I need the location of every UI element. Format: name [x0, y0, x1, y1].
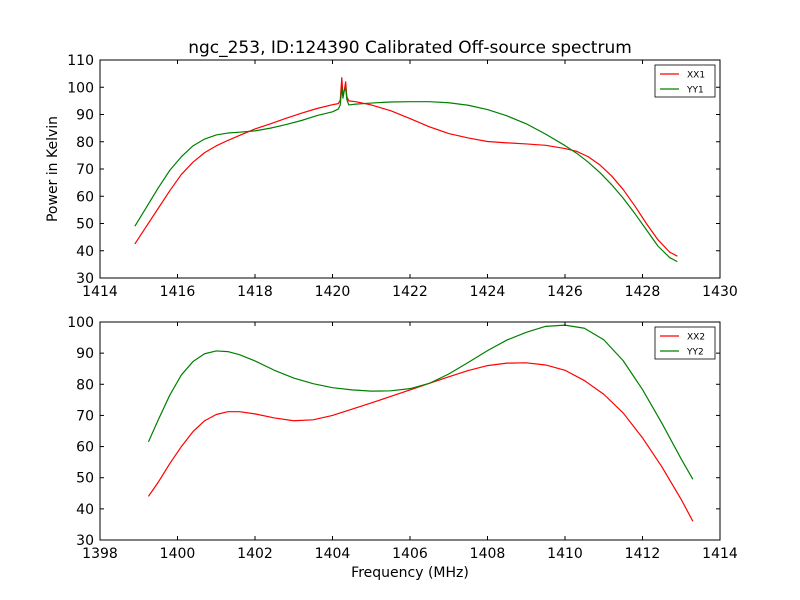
top-spectrum-panel: 1414 1416 1418 1420 1422 1424 1426 1428 1430 30 40… [67, 53, 738, 300]
x-tick-label: 1428 [625, 284, 661, 300]
y-tick-label: 80 [76, 135, 94, 151]
y-tick-label: 90 [76, 108, 94, 124]
x-tick-label: 1422 [392, 284, 428, 300]
y-tick-label: 50 [76, 217, 94, 233]
x-tick-label: 1406 [392, 546, 428, 562]
legend-box [654, 326, 716, 360]
x-tick-label: 1410 [547, 546, 583, 562]
y-tick-label: 40 [76, 502, 94, 518]
x-tick-label: 1414 [702, 546, 738, 562]
series-line-yy1 [134, 86, 678, 263]
x-tick-label: 1424 [470, 284, 506, 300]
series-line-yy2 [147, 324, 694, 480]
x-tick-label: 1412 [625, 546, 661, 562]
x-tick-label: 1420 [315, 284, 351, 300]
y-tick-label: 70 [76, 162, 94, 178]
y-tick-label: 90 [76, 346, 94, 362]
legend: XX1 YY1 [654, 64, 716, 98]
x-tick-label: 1416 [160, 284, 196, 300]
figure-title: ngc_253, ID:124390 Calibrated Off-source… [188, 38, 632, 58]
x-tick-label: 1430 [702, 284, 738, 300]
x-tick-label: 1414 [82, 284, 118, 300]
x-tick-label: 1408 [470, 546, 506, 562]
legend-box [654, 64, 716, 98]
x-axis-label: Frequency (MHz) [351, 565, 469, 581]
x-tick-label: 1426 [547, 284, 583, 300]
y-tick-label: 70 [76, 408, 94, 424]
y-tick-label: 50 [76, 471, 94, 487]
y-tick-label: 110 [67, 53, 94, 69]
x-tick-label: 1418 [237, 284, 273, 300]
y-tick-label: 30 [76, 533, 94, 549]
y-tick-label: 80 [76, 377, 94, 393]
x-tick-label: 1402 [237, 546, 273, 562]
series-line-xx1 [134, 77, 678, 257]
bottom-spectrum-panel: 1398 1400 1402 1404 1406 1408 1410 1412 1414 30 40… [67, 315, 738, 562]
y-tick-label: 100 [67, 80, 94, 96]
x-tick-label: 1404 [315, 546, 351, 562]
y-tick-label: 40 [76, 244, 94, 260]
y-axis-label: Power in Kelvin [45, 116, 61, 222]
legend: XX2 YY2 [654, 326, 716, 360]
legend-label-yy1: YY1 [686, 86, 704, 96]
y-tick-label: 60 [76, 440, 94, 456]
series-line-xx2 [147, 362, 694, 522]
legend-label-xx2: XX2 [687, 333, 705, 343]
legend-label-yy2: YY2 [686, 348, 704, 358]
y-tick-label: 30 [76, 271, 94, 287]
x-tick-label: 1398 [82, 546, 118, 562]
y-tick-label: 60 [76, 189, 94, 205]
y-tick-label: 100 [67, 315, 94, 331]
x-tick-label: 1400 [160, 546, 196, 562]
legend-label-xx1: XX1 [687, 71, 705, 81]
